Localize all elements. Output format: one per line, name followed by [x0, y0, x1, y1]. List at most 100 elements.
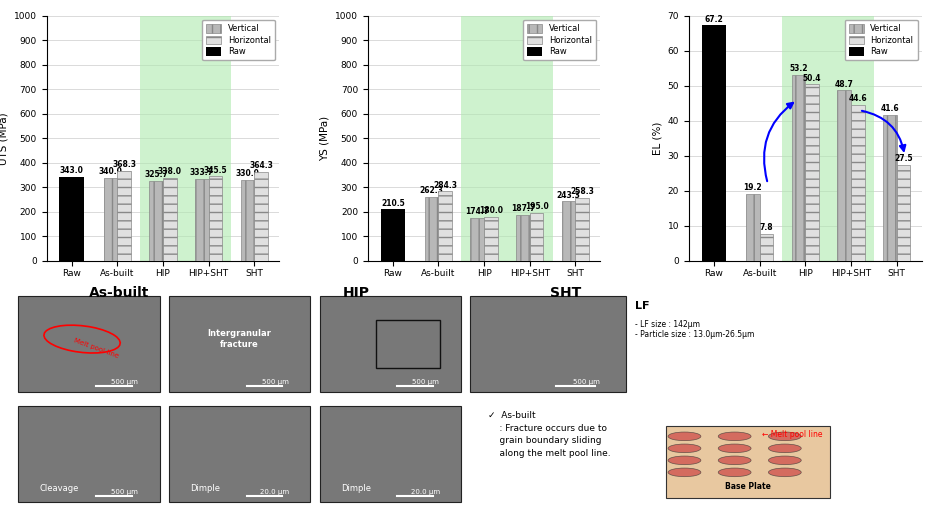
Text: 333.7: 333.7	[190, 169, 214, 177]
Bar	[851, 105, 865, 261]
Text: 195.0: 195.0	[525, 203, 548, 211]
Text: 48.7: 48.7	[835, 79, 854, 89]
Text: 53.2: 53.2	[789, 64, 808, 73]
Bar	[149, 181, 163, 261]
Bar	[829, 16, 874, 261]
Bar	[163, 178, 177, 261]
Bar	[209, 176, 223, 261]
Text: 50.4: 50.4	[803, 74, 821, 82]
Text: ✓  As-built
    : Fracture occurs due to
    grain boundary sliding
    along th: ✓ As-built : Fracture occurs due to grai…	[488, 411, 611, 458]
Text: 41.6: 41.6	[881, 104, 899, 113]
Circle shape	[668, 432, 701, 441]
Text: 67.2: 67.2	[705, 15, 723, 24]
Bar	[561, 201, 575, 261]
Text: Cleavage: Cleavage	[40, 484, 79, 493]
Circle shape	[718, 432, 751, 441]
Text: 338.0: 338.0	[157, 168, 182, 176]
Y-axis label: UTS (MPa): UTS (MPa)	[0, 112, 8, 164]
Bar	[470, 218, 484, 261]
Circle shape	[718, 468, 751, 477]
Circle shape	[768, 432, 802, 441]
Text: 368.3: 368.3	[112, 160, 136, 169]
Text: Intergranular
fracture: Intergranular fracture	[208, 329, 272, 349]
Bar	[791, 75, 805, 261]
Circle shape	[718, 456, 751, 465]
Text: 343.0: 343.0	[60, 166, 84, 175]
Text: 7.8: 7.8	[760, 223, 774, 232]
Bar	[516, 215, 530, 261]
Bar	[760, 234, 774, 261]
Bar	[897, 164, 911, 261]
Text: Melt pool line: Melt pool line	[73, 338, 119, 359]
Bar	[575, 198, 589, 261]
Text: 500 μm: 500 μm	[573, 379, 600, 385]
Text: 500 μm: 500 μm	[262, 379, 289, 385]
Y-axis label: YS (MPa): YS (MPa)	[319, 116, 330, 161]
Circle shape	[768, 444, 802, 453]
Bar	[484, 217, 498, 261]
Bar	[240, 180, 254, 261]
Text: 325.7: 325.7	[144, 170, 168, 180]
Bar	[439, 191, 452, 261]
Bar	[746, 194, 760, 261]
Text: 500 μm: 500 μm	[412, 379, 439, 385]
Text: 180.0: 180.0	[479, 206, 503, 215]
Legend: Vertical, Horizontal, Raw: Vertical, Horizontal, Raw	[844, 20, 918, 61]
Circle shape	[668, 444, 701, 453]
Bar	[103, 177, 117, 261]
Bar	[60, 177, 84, 261]
Bar	[837, 90, 851, 261]
FancyBboxPatch shape	[667, 425, 830, 497]
Circle shape	[668, 456, 701, 465]
Text: 174.7: 174.7	[466, 207, 490, 217]
Bar	[461, 16, 507, 261]
Text: 187.7: 187.7	[511, 204, 535, 213]
Bar	[702, 26, 726, 261]
Text: 284.3: 284.3	[433, 181, 457, 189]
Text: HIP: HIP	[343, 286, 370, 300]
Bar	[140, 16, 186, 261]
FancyBboxPatch shape	[470, 296, 626, 392]
Bar	[381, 209, 405, 261]
FancyBboxPatch shape	[19, 406, 160, 502]
Circle shape	[768, 468, 802, 477]
Text: SHT: SHT	[550, 286, 582, 300]
Bar	[782, 16, 829, 261]
Text: 20.0 μm: 20.0 μm	[261, 489, 290, 495]
Legend: Vertical, Horizontal, Raw: Vertical, Horizontal, Raw	[523, 20, 597, 61]
Text: Base Plate: Base Plate	[725, 482, 771, 491]
Text: ← Melt pool line: ← Melt pool line	[762, 430, 822, 438]
Bar	[254, 172, 268, 261]
Circle shape	[768, 456, 802, 465]
Bar	[195, 179, 209, 261]
Text: 364.3: 364.3	[250, 161, 273, 170]
Text: 19.2: 19.2	[744, 183, 762, 192]
FancyBboxPatch shape	[319, 296, 461, 392]
Bar	[117, 171, 131, 261]
Y-axis label: EL (%): EL (%)	[652, 122, 662, 155]
Text: 340.0: 340.0	[99, 167, 122, 176]
Text: 262.3: 262.3	[420, 186, 443, 195]
Text: - LF size : 142μm
- Particle size : 13.0μm-26.5μm: - LF size : 142μm - Particle size : 13.0…	[635, 320, 754, 339]
Bar	[805, 85, 819, 261]
Text: Dimple: Dimple	[341, 484, 371, 493]
Text: Dimple: Dimple	[190, 484, 221, 493]
Bar	[507, 16, 553, 261]
FancyBboxPatch shape	[19, 296, 160, 392]
Bar	[883, 115, 897, 261]
Text: 44.6: 44.6	[848, 94, 867, 103]
FancyBboxPatch shape	[319, 406, 461, 502]
Text: 27.5: 27.5	[894, 154, 912, 163]
Bar	[186, 16, 232, 261]
Text: As-built: As-built	[88, 286, 149, 300]
Text: LF: LF	[635, 301, 649, 311]
Text: 330.0: 330.0	[236, 169, 260, 179]
Circle shape	[668, 468, 701, 477]
Text: 500 μm: 500 μm	[111, 379, 138, 385]
Bar	[530, 213, 544, 261]
Text: 210.5: 210.5	[381, 199, 405, 208]
Text: 345.5: 345.5	[204, 165, 227, 174]
FancyBboxPatch shape	[169, 406, 310, 502]
Text: 243.3: 243.3	[557, 191, 581, 199]
Text: 20.0 μm: 20.0 μm	[411, 489, 440, 495]
